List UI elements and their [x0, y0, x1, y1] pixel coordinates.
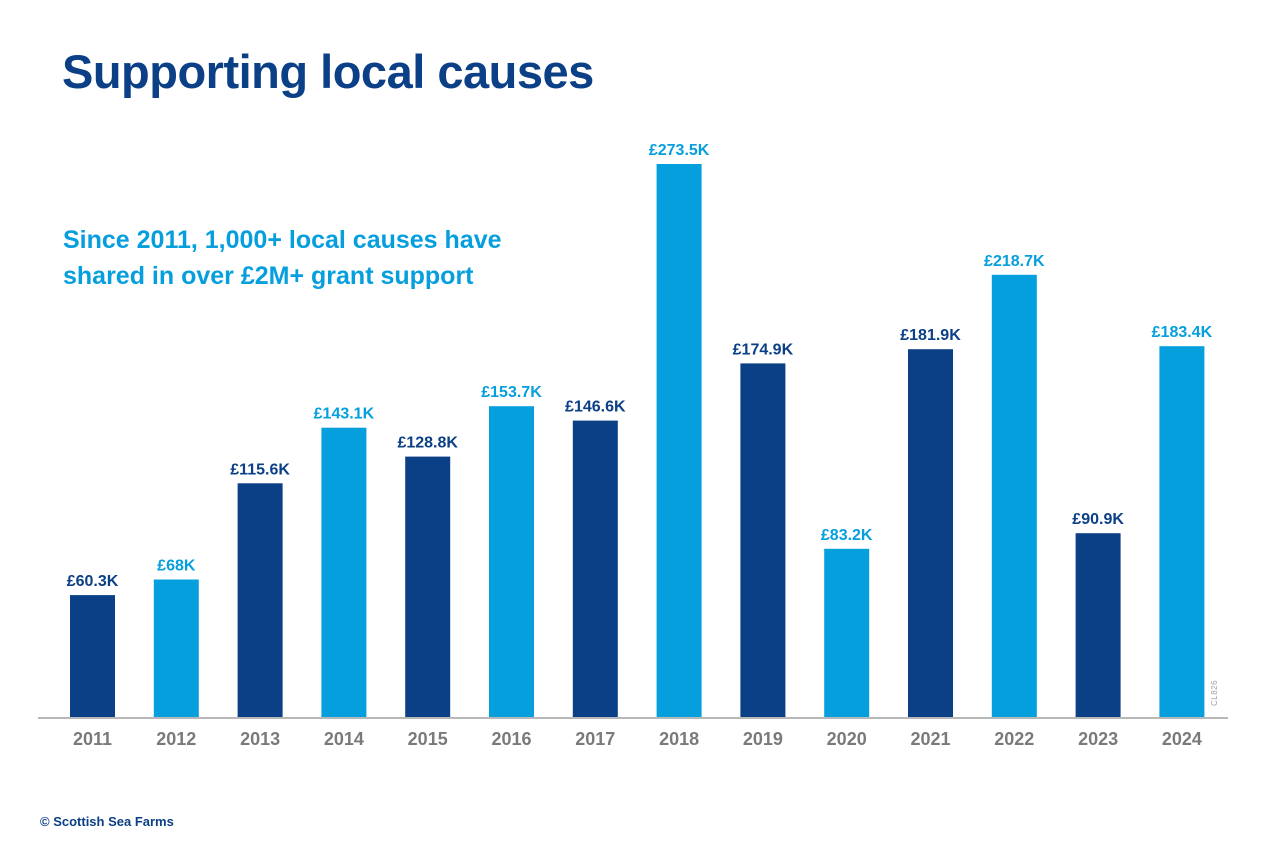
bar-2019: [740, 363, 786, 717]
x-tick-label-2011: 2011: [73, 729, 112, 749]
subtitle-line-2: shared in over £2M+ grant support: [63, 262, 474, 290]
value-label-2022: £218.7K: [984, 253, 1045, 270]
bar-group: [70, 164, 1205, 717]
x-tick-label-2014: 2014: [324, 729, 364, 749]
x-tick-label-2015: 2015: [408, 729, 448, 749]
chart-title: Supporting local causes: [62, 45, 594, 98]
value-label-2021: £181.9K: [900, 327, 961, 344]
value-label-2012: £68K: [157, 558, 196, 575]
x-tick-label-2022: 2022: [994, 729, 1034, 749]
bar-2022: [991, 274, 1037, 717]
value-label-2014: £143.1K: [314, 406, 375, 423]
value-label-2017: £146.6K: [565, 399, 626, 416]
value-label-2013: £115.6K: [230, 461, 290, 478]
value-label-2015: £128.8K: [397, 435, 458, 452]
subtitle-line-1: Since 2011, 1,000+ local causes have: [63, 226, 502, 254]
bar-2015: [405, 456, 451, 717]
bar-2023: [1075, 533, 1121, 717]
value-label-2018: £273.5K: [649, 142, 710, 159]
value-label-2024: £183.4K: [1152, 324, 1213, 341]
x-tick-label-2017: 2017: [575, 729, 615, 749]
bar-2013: [237, 483, 283, 717]
value-label-2016: £153.7K: [481, 384, 542, 401]
value-label-2011: £60.3K: [67, 573, 119, 590]
x-tick-label-2018: 2018: [659, 729, 699, 749]
x-tick-label-2023: 2023: [1078, 729, 1118, 749]
bar-2016: [489, 406, 534, 717]
x-tick-label-2012: 2012: [156, 729, 196, 749]
bar-2014: [321, 427, 367, 717]
bar-2017: [572, 420, 618, 717]
value-label-2020: £83.2K: [821, 527, 873, 544]
x-tick-label-2013: 2013: [240, 729, 280, 749]
x-tick-label-2016: 2016: [491, 729, 531, 749]
x-tick-label-2019: 2019: [743, 729, 783, 749]
bar-2012: [153, 579, 199, 717]
value-label-group: £60.3K £68K £115.6K £143.1K £128.8K £153.7K £1…: [67, 142, 1213, 590]
bar-2011: [70, 595, 115, 717]
copyright-footer: © Scottish Sea Farms: [40, 814, 174, 829]
bar-2018: [656, 164, 702, 717]
bar-2024: [1159, 346, 1205, 717]
bar-2020: [824, 548, 870, 717]
x-tick-label-2020: 2020: [827, 729, 867, 749]
x-tick-label-2024: 2024: [1162, 729, 1202, 749]
x-tick-label-group: 2011 2012 2013 2014 2015 2016 2017 2018 2019 2020…: [73, 729, 1202, 749]
x-tick-label-2021: 2021: [910, 729, 950, 749]
bar-2021: [908, 349, 953, 717]
chart-subtitle: Since 2011, 1,000+ local causes have sha…: [63, 222, 623, 294]
value-label-2019: £174.9K: [733, 341, 794, 358]
value-label-2023: £90.9K: [1072, 511, 1124, 528]
document-code: CL826: [1210, 679, 1219, 706]
